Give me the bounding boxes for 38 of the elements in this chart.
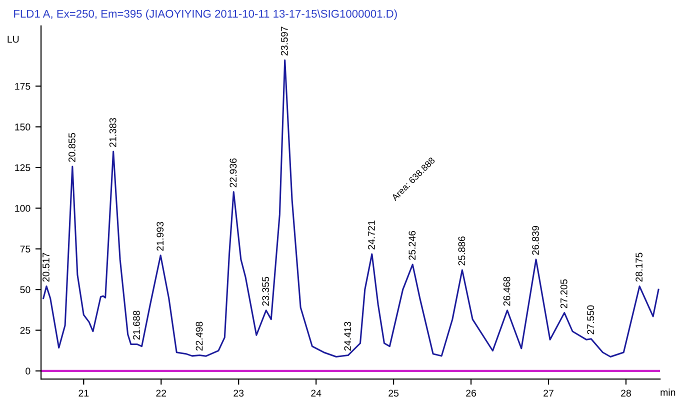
x-tick-label: 25	[388, 390, 399, 397]
y-tick-label: 0	[26, 368, 30, 375]
y-tick-label: 100	[15, 204, 30, 212]
chart-title: FLD1 A, Ex=250, Em=395 (JIAOYIYING 2011-10-11 13-17-15\SIG1000001.D)	[14, 10, 397, 20]
annotation: 20.517	[42, 252, 50, 282]
y-axis-title: LU	[8, 36, 19, 43]
y-tick-label: 150	[15, 124, 30, 130]
y-tick-label: 50	[20, 286, 30, 294]
line-series	[42, 59, 660, 358]
x-tick-label: 23	[234, 390, 244, 397]
annotation: 25.246	[408, 231, 416, 260]
annotation: 23.355	[262, 276, 270, 306]
x-tick-label: 27	[544, 390, 554, 397]
x-tick-label: 26	[466, 390, 476, 397]
annotation: 22.936	[230, 158, 237, 188]
annotation: 28.175	[636, 252, 643, 282]
y-tick-label: 25	[20, 326, 30, 334]
annotation: 27.205	[560, 279, 568, 308]
x-tick-label: 24	[311, 390, 322, 397]
annotation: 22.498	[196, 322, 203, 351]
annotation: 24.721	[368, 220, 375, 250]
y-tick-label: 175	[15, 82, 30, 90]
annotation: 21.993	[156, 222, 164, 251]
annotation: 21.688	[133, 310, 140, 340]
annotation: 25.886	[458, 236, 466, 266]
y-tick-label: 75	[20, 246, 30, 252]
x-axis-title: min	[660, 388, 676, 396]
annotation: 24.413	[344, 322, 352, 351]
x-tick-label: 28	[621, 390, 631, 397]
annotation: 21.383	[109, 118, 116, 147]
annotation: 26.839	[532, 226, 539, 255]
x-tick-label: 22	[156, 390, 166, 397]
annotation: 23.597	[280, 26, 288, 56]
annotation: 27.550	[587, 305, 594, 334]
y-tick-label: 125	[15, 164, 30, 172]
x-tick-label: 21	[78, 390, 89, 397]
annotation: 20.855	[68, 133, 76, 162]
annotation: 26.468	[503, 276, 510, 306]
